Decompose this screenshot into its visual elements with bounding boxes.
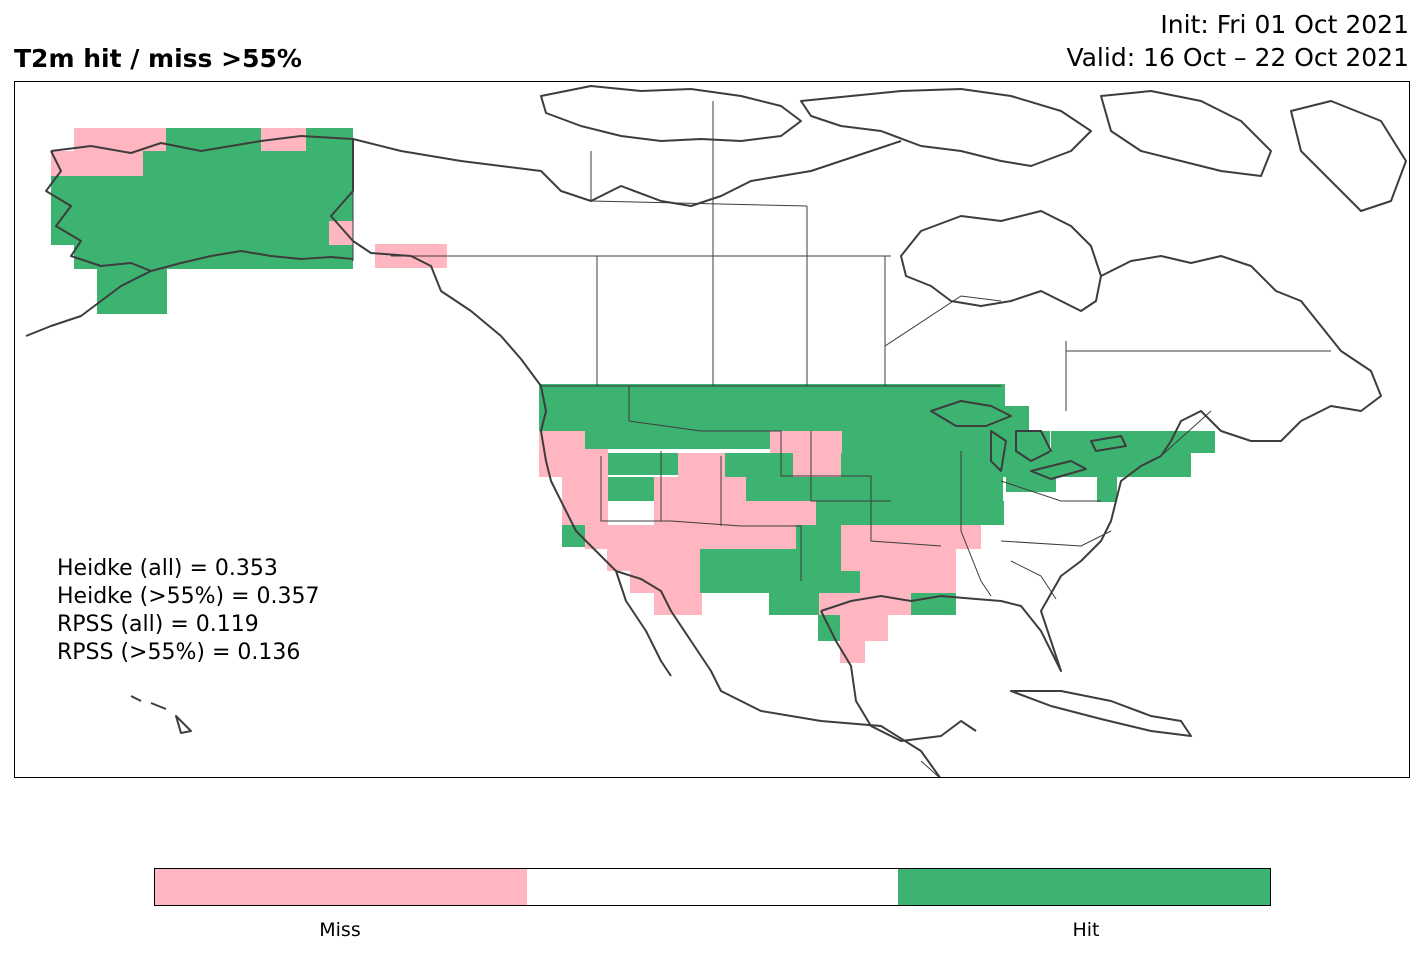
miss-cell	[654, 593, 702, 615]
map-title: T2m hit / miss >55%	[14, 44, 302, 73]
hit-cell	[51, 221, 74, 245]
hit-cell	[51, 176, 353, 221]
miss-cell	[585, 525, 701, 549]
coastlines	[25, 85, 1407, 777]
colorbar-segment-hit	[898, 869, 1271, 905]
miss-cell	[539, 431, 585, 449]
miss-cell	[701, 525, 796, 549]
miss-cell	[329, 221, 353, 245]
miss-cell	[770, 431, 842, 453]
hit-cell	[769, 593, 819, 615]
miss-cell	[630, 571, 700, 593]
hit-cell	[816, 501, 864, 525]
miss-cell	[654, 477, 746, 525]
hit-cell	[539, 406, 1029, 431]
hit-cell	[74, 221, 329, 245]
miss-cell	[841, 549, 956, 571]
hit-cell	[562, 525, 585, 547]
miss-cell	[607, 549, 700, 571]
hit-cell	[306, 128, 353, 151]
hit-cell	[1051, 431, 1215, 453]
colorbar-segment-miss	[155, 869, 527, 905]
hit-cell	[864, 501, 1004, 525]
miss-cell	[74, 128, 166, 151]
hit-cell	[608, 477, 654, 501]
hit-cell	[700, 549, 841, 571]
map-panel[interactable]	[14, 81, 1410, 778]
miss-cell	[746, 501, 816, 525]
hit-cell	[725, 453, 793, 477]
legend-label-miss: Miss	[319, 919, 361, 941]
map-canvas[interactable]	[15, 82, 1410, 778]
rpss-all: RPSS (all) = 0.119	[57, 612, 259, 637]
heidke-55: Heidke (>55%) = 0.357	[57, 584, 320, 609]
colorbar-segment-neutral	[526, 869, 899, 905]
miss-cell	[51, 151, 143, 176]
miss-cell	[841, 525, 981, 549]
hit-cell	[746, 477, 818, 501]
valid-period: Valid: 16 Oct – 22 Oct 2021	[1066, 43, 1409, 72]
miss-cell	[261, 128, 306, 151]
miss-cell	[860, 571, 956, 593]
hit-cell	[842, 431, 1050, 453]
heidke-all: Heidke (all) = 0.353	[57, 556, 278, 581]
miss-cell	[539, 449, 608, 477]
verification-scores: Heidke (all) = 0.353 Heidke (>55%) = 0.3…	[57, 555, 320, 667]
hit-cell	[1006, 477, 1056, 492]
hit-cell	[841, 453, 1051, 477]
hit-cell	[796, 525, 841, 549]
init-date: Init: Fri 01 Oct 2021	[1160, 10, 1409, 39]
miss-cell	[819, 593, 911, 615]
hit-cell	[818, 477, 1003, 501]
political-borders	[352, 101, 1331, 777]
hit-cell	[539, 384, 1005, 406]
hit-cell	[608, 453, 678, 475]
legend-label-hit: Hit	[1072, 919, 1100, 941]
miss-cell	[678, 453, 725, 477]
miss-cell	[840, 615, 888, 641]
hit-cell	[97, 293, 167, 314]
hit-cell	[1097, 477, 1117, 502]
rpss-55: RPSS (>55%) = 0.136	[57, 640, 301, 665]
miss-cell	[793, 453, 841, 477]
hit-cell	[585, 431, 770, 449]
legend-colorbar	[154, 868, 1271, 906]
hit-cell	[143, 151, 353, 176]
hit-cell	[700, 571, 860, 593]
